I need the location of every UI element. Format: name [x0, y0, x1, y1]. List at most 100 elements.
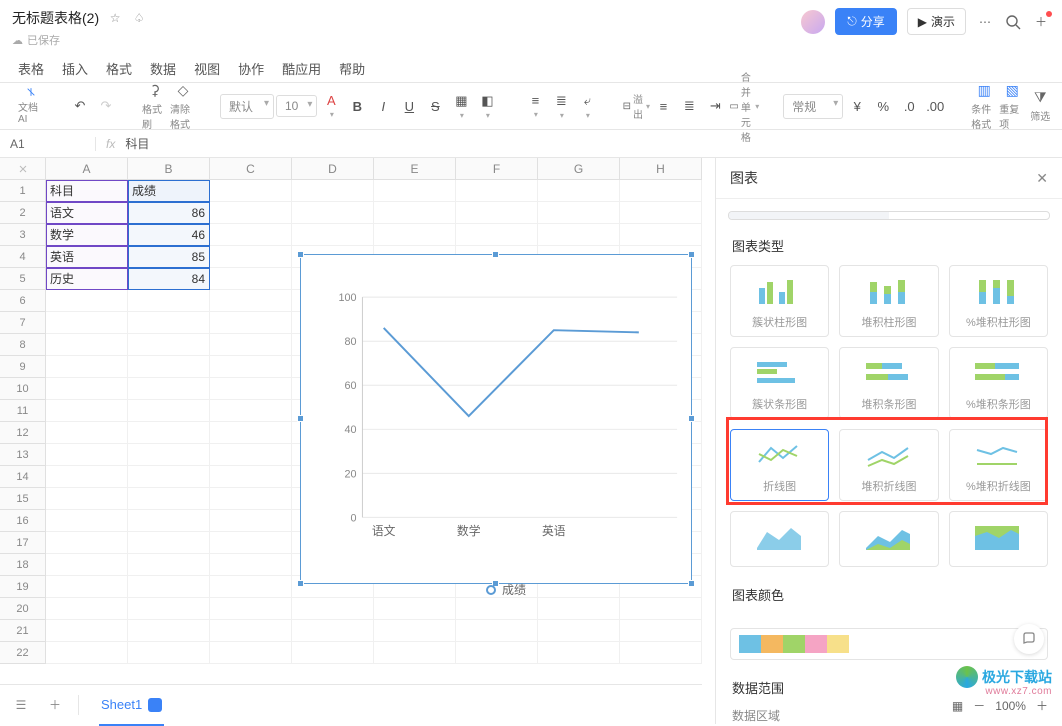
menu-data[interactable]: 数据	[150, 59, 176, 78]
cell[interactable]	[456, 642, 538, 664]
underline-button[interactable]: U	[397, 93, 421, 119]
select-all-corner[interactable]	[0, 158, 46, 179]
bold-button[interactable]: B	[345, 93, 369, 119]
cell[interactable]	[292, 224, 374, 246]
cell[interactable]	[128, 312, 210, 334]
row-header[interactable]: 9	[0, 356, 46, 378]
chart-type-clustered-bar[interactable]: 簇状条形图	[730, 347, 829, 419]
cell[interactable]: 成绩	[128, 180, 210, 202]
cell[interactable]	[128, 532, 210, 554]
doc-ai-button[interactable]: 文档AI	[18, 87, 44, 125]
cell[interactable]	[210, 466, 292, 488]
menu-table[interactable]: 表格	[18, 59, 44, 78]
cell[interactable]: 46	[128, 224, 210, 246]
decimal-dec-button[interactable]: .00	[923, 93, 947, 119]
cell[interactable]	[538, 180, 620, 202]
cell[interactable]	[620, 642, 702, 664]
cell[interactable]	[456, 620, 538, 642]
cell[interactable]	[128, 378, 210, 400]
strikethrough-button[interactable]: S	[423, 93, 447, 119]
spreadsheet-grid[interactable]: A B C D E F G H 1科目成绩2语文863数学464英语855历史8…	[0, 158, 702, 684]
row-header[interactable]: 17	[0, 532, 46, 554]
menu-help[interactable]: 帮助	[339, 59, 365, 78]
cell[interactable]	[210, 554, 292, 576]
cell[interactable]	[128, 466, 210, 488]
cell[interactable]	[46, 554, 128, 576]
menu-format[interactable]: 格式	[106, 59, 132, 78]
cell[interactable]	[210, 400, 292, 422]
cell[interactable]	[374, 620, 456, 642]
align-vertical-button[interactable]: ≣▾	[549, 93, 573, 119]
row-header[interactable]: 19	[0, 576, 46, 598]
cell[interactable]	[538, 620, 620, 642]
cell[interactable]	[128, 620, 210, 642]
row-header[interactable]: 4	[0, 246, 46, 268]
cell[interactable]	[210, 422, 292, 444]
row-header[interactable]: 6	[0, 290, 46, 312]
cell[interactable]	[46, 488, 128, 510]
cell[interactable]	[374, 202, 456, 224]
row-header[interactable]: 8	[0, 334, 46, 356]
cell[interactable]: 数学	[46, 224, 128, 246]
italic-button[interactable]: I	[371, 93, 395, 119]
cell[interactable]	[620, 620, 702, 642]
cell[interactable]	[620, 598, 702, 620]
col-header[interactable]: A	[46, 158, 128, 179]
cond-format-button[interactable]: ▥条件格式	[971, 87, 997, 125]
embedded-chart[interactable]: 020406080100语文数学英语 成绩	[300, 254, 692, 584]
percent-button[interactable]: %	[871, 93, 895, 119]
col-header[interactable]: H	[620, 158, 702, 179]
cell[interactable]: 84	[128, 268, 210, 290]
cell[interactable]	[128, 642, 210, 664]
row-header[interactable]: 21	[0, 620, 46, 642]
row-header[interactable]: 7	[0, 312, 46, 334]
zoom-control[interactable]: ▦ － 100% ＋	[952, 697, 1048, 714]
chart-type-clustered-column[interactable]: 簇状柱形图	[730, 265, 829, 337]
menu-coolapp[interactable]: 酷应用	[282, 59, 321, 78]
filter-button[interactable]: ⧩筛选	[1027, 87, 1053, 125]
sheet-tab-active[interactable]: Sheet1	[91, 691, 172, 718]
merge-cells-button[interactable]: ▭合并单元格▾	[729, 93, 759, 119]
more-icon[interactable]: ⋯	[976, 13, 994, 31]
add-sheet-button[interactable]: ＋	[44, 694, 66, 716]
align-v-button[interactable]: ≣	[677, 93, 701, 119]
cell[interactable]	[210, 202, 292, 224]
menu-collab[interactable]: 协作	[238, 59, 264, 78]
cell[interactable]	[210, 312, 292, 334]
row-header[interactable]: 20	[0, 598, 46, 620]
cell[interactable]	[210, 290, 292, 312]
formula-content[interactable]: 科目	[125, 135, 149, 152]
cell[interactable]	[210, 246, 292, 268]
cell[interactable]	[210, 532, 292, 554]
share-button[interactable]: ⎋ 分享	[835, 8, 897, 35]
cell[interactable]	[210, 180, 292, 202]
indent-button[interactable]: ⇥	[703, 93, 727, 119]
chart-type-area2[interactable]	[839, 511, 938, 567]
cell[interactable]	[46, 466, 128, 488]
row-header[interactable]: 1	[0, 180, 46, 202]
tab-customize[interactable]: 自定义	[889, 212, 1049, 220]
row-header[interactable]: 14	[0, 466, 46, 488]
cell[interactable]	[210, 488, 292, 510]
currency-button[interactable]: ¥	[845, 93, 869, 119]
cell[interactable]	[292, 620, 374, 642]
cell[interactable]	[538, 642, 620, 664]
chart-type-stacked-line[interactable]: 堆积折线图	[839, 429, 938, 501]
font-size-select[interactable]: 10	[276, 95, 317, 117]
comment-icon[interactable]	[148, 698, 162, 712]
chart-type-area3[interactable]	[949, 511, 1048, 567]
row-header[interactable]: 18	[0, 554, 46, 576]
cell[interactable]	[210, 224, 292, 246]
cell[interactable]	[456, 598, 538, 620]
cell[interactable]	[538, 202, 620, 224]
cell[interactable]	[210, 444, 292, 466]
more-tools-button[interactable]: ⋯	[1055, 93, 1062, 119]
cell[interactable]	[210, 576, 292, 598]
cell[interactable]	[46, 576, 128, 598]
wrap-button[interactable]: ⤶▾	[575, 93, 599, 119]
cell[interactable]	[292, 180, 374, 202]
grid-view-icon[interactable]: ▦	[952, 699, 963, 713]
align-h-button[interactable]: ≡	[651, 93, 675, 119]
duplicate-button[interactable]: ▧重复项	[999, 87, 1025, 125]
overflow-button[interactable]: ⊟溢出▾	[623, 93, 649, 119]
